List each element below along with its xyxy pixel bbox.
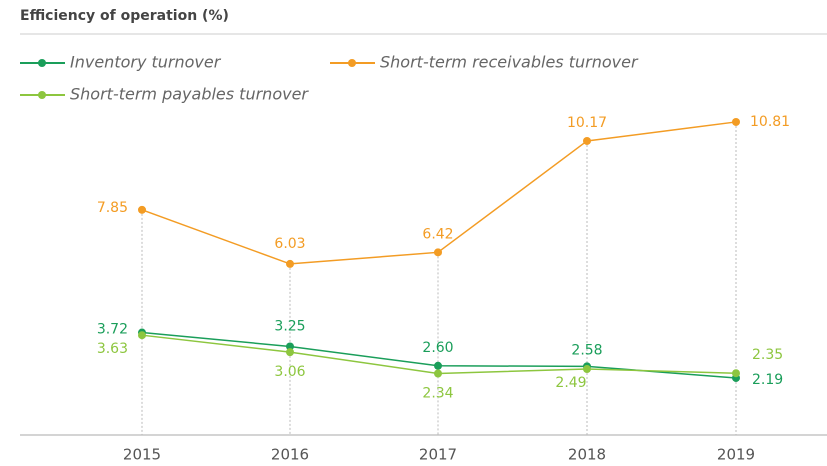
data-label: 2.35 xyxy=(752,347,783,363)
data-point xyxy=(138,205,146,214)
x-tick-label: 2018 xyxy=(568,446,606,464)
x-tick-label: 2016 xyxy=(271,446,309,464)
x-tick-label: 2015 xyxy=(123,446,161,464)
data-label: 3.25 xyxy=(274,318,305,334)
data-label: 6.03 xyxy=(274,236,305,252)
data-label: 7.85 xyxy=(97,200,128,216)
data-label: 6.42 xyxy=(422,226,453,242)
data-label: 2.49 xyxy=(555,375,586,391)
data-label: 2.34 xyxy=(422,386,453,402)
data-label: 3.63 xyxy=(97,341,128,357)
legend-dot xyxy=(348,59,356,67)
data-point xyxy=(434,248,442,257)
data-point xyxy=(583,365,591,374)
x-tick-label: 2017 xyxy=(419,446,457,464)
data-point xyxy=(138,331,146,340)
data-label: 2.19 xyxy=(752,372,783,388)
data-point xyxy=(732,369,740,378)
data-label: 2.60 xyxy=(422,340,453,356)
series-line xyxy=(141,121,737,265)
chart-title: Efficiency of operation (%) xyxy=(20,8,229,24)
legend-label: Short-term receivables turnover xyxy=(380,53,639,72)
data-label: 3.06 xyxy=(274,364,305,380)
legend-dot xyxy=(38,59,46,67)
data-point xyxy=(434,369,442,378)
legend-dot xyxy=(38,91,46,99)
data-point xyxy=(583,136,591,145)
legend-label: Inventory turnover xyxy=(70,53,222,72)
data-label: 2.58 xyxy=(571,342,602,358)
data-label: 10.17 xyxy=(567,115,607,131)
data-point xyxy=(286,348,294,357)
data-label: 10.81 xyxy=(750,114,790,130)
data-point xyxy=(286,342,294,351)
data-point xyxy=(434,361,442,370)
legend-label: Short-term payables turnover xyxy=(70,85,309,104)
data-label: 3.72 xyxy=(97,322,128,338)
x-tick-label: 2019 xyxy=(717,446,755,464)
data-point xyxy=(286,259,294,268)
data-point xyxy=(732,117,740,126)
